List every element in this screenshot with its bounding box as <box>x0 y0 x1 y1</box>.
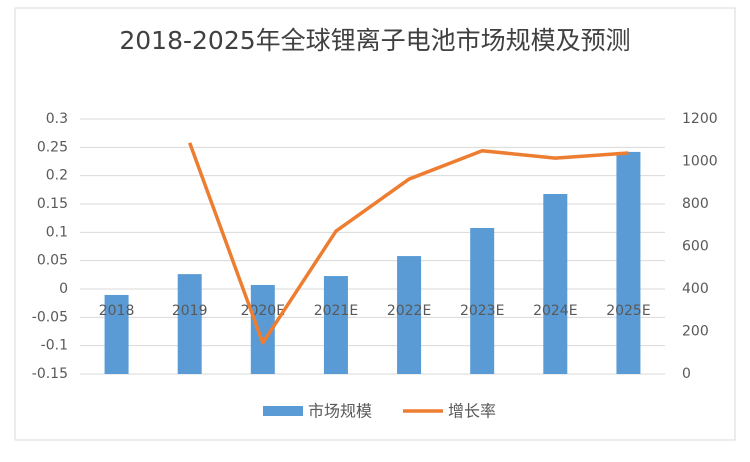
x-tick-label: 2024E <box>533 303 577 319</box>
y2-tick-label: 400 <box>682 281 709 297</box>
chart-title: 2018-2025年全球锂离子电池市场规模及预测 <box>119 26 630 55</box>
y2-tick-label: 800 <box>682 196 709 212</box>
y-tick-label: 0.05 <box>37 253 68 269</box>
y-tick-label: -0.05 <box>32 309 68 325</box>
x-tick-label: 2021E <box>314 303 358 319</box>
y2-tick-label: 0 <box>682 366 691 382</box>
bar <box>616 151 641 374</box>
x-tick-label: 2019 <box>172 303 208 319</box>
legend-swatch <box>263 406 303 416</box>
y2-tick-label: 1200 <box>682 111 718 127</box>
bar <box>543 194 568 374</box>
y2-tick-label: 200 <box>682 324 709 340</box>
x-tick-label: 2018 <box>99 303 135 319</box>
y-tick-label: 0 <box>59 281 68 297</box>
y-tick-label: 0.3 <box>46 111 68 127</box>
y-tick-label: -0.1 <box>41 338 68 354</box>
chart-border <box>14 7 736 441</box>
y-tick-label: 0.2 <box>46 168 68 184</box>
y-tick-label: 0.25 <box>37 139 68 155</box>
y-tick-label: 0.1 <box>46 224 68 240</box>
bar <box>177 274 202 374</box>
x-tick-label: 2025E <box>606 303 650 319</box>
legend-label: 增长率 <box>448 402 496 421</box>
x-tick-label: 2023E <box>460 303 504 319</box>
x-tick-label: 2022E <box>387 303 431 319</box>
bar <box>104 294 129 374</box>
legend-label: 市场规模 <box>308 402 372 421</box>
bar <box>397 256 422 374</box>
line <box>188 142 629 345</box>
y2-tick-label: 600 <box>682 239 709 255</box>
y-tick-label: -0.15 <box>32 366 68 382</box>
bar <box>470 228 495 374</box>
y2-tick-label: 1000 <box>682 154 718 170</box>
y-tick-label: 0.15 <box>37 196 68 212</box>
bar <box>323 276 348 374</box>
